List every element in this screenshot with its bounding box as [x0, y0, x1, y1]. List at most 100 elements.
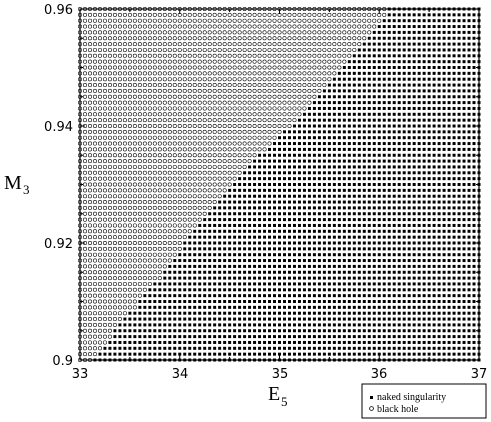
black-hole-point — [367, 18, 372, 23]
naked-singularity-point — [362, 48, 366, 52]
naked-singularity-point — [362, 142, 366, 146]
naked-singularity-point — [307, 124, 311, 128]
black-hole-point — [107, 30, 112, 35]
naked-singularity-point — [253, 171, 257, 175]
black-hole-point — [172, 223, 177, 228]
black-hole-point — [142, 59, 147, 64]
black-hole-point — [207, 124, 212, 129]
black-hole-point — [102, 182, 107, 187]
black-hole-point — [147, 205, 152, 210]
naked-singularity-point — [193, 294, 197, 298]
black-hole-point — [147, 153, 152, 158]
naked-singularity-point — [377, 89, 381, 93]
black-hole-point — [137, 153, 142, 158]
naked-singularity-point — [387, 95, 391, 99]
naked-singularity-point — [258, 335, 262, 339]
black-hole-point — [177, 106, 182, 111]
black-hole-point — [197, 100, 202, 105]
naked-singularity-point — [183, 346, 187, 350]
black-hole-point — [142, 200, 147, 205]
naked-singularity-point — [292, 305, 296, 309]
black-hole-point — [87, 71, 92, 76]
naked-singularity-point — [417, 36, 421, 40]
black-hole-point — [182, 30, 187, 35]
naked-singularity-point — [218, 300, 222, 303]
black-hole-point — [97, 88, 102, 93]
black-hole-point — [152, 188, 157, 193]
black-hole-point — [87, 235, 92, 240]
naked-singularity-point — [442, 89, 446, 93]
black-hole-point — [127, 287, 132, 292]
naked-singularity-point — [447, 95, 451, 99]
black-hole-point — [142, 100, 147, 105]
naked-singularity-point — [367, 153, 371, 157]
naked-singularity-point — [292, 329, 296, 333]
black-hole-point — [192, 194, 197, 199]
naked-singularity-point — [203, 288, 207, 292]
naked-singularity-point — [382, 147, 386, 151]
naked-singularity-point — [208, 294, 212, 298]
naked-singularity-point — [327, 177, 331, 181]
naked-singularity-point — [322, 294, 326, 298]
naked-singularity-point — [352, 317, 356, 321]
naked-singularity-point — [163, 317, 167, 321]
black-hole-point — [242, 42, 247, 47]
black-hole-point — [242, 24, 247, 29]
black-hole-point — [182, 141, 187, 146]
naked-singularity-point — [337, 218, 341, 222]
naked-singularity-point — [158, 329, 162, 333]
naked-singularity-point — [392, 305, 396, 309]
naked-singularity-point — [462, 335, 466, 339]
naked-singularity-point — [422, 206, 426, 210]
naked-singularity-point — [228, 259, 232, 263]
black-hole-point — [97, 135, 102, 140]
naked-singularity-point — [337, 112, 341, 116]
naked-singularity-point — [452, 282, 456, 286]
black-hole-point — [152, 200, 157, 205]
naked-singularity-point — [253, 311, 257, 315]
black-hole-point — [142, 235, 147, 240]
black-hole-point — [222, 42, 227, 47]
naked-singularity-point — [442, 124, 446, 128]
naked-singularity-point — [203, 294, 207, 298]
naked-singularity-point — [253, 276, 257, 280]
black-hole-point — [157, 147, 162, 152]
naked-singularity-point — [183, 253, 187, 257]
black-hole-point — [132, 182, 137, 187]
black-hole-point — [287, 24, 292, 29]
black-hole-point — [157, 106, 162, 111]
naked-singularity-point — [218, 311, 222, 315]
naked-singularity-point — [223, 294, 227, 298]
naked-singularity-point — [143, 340, 147, 344]
naked-singularity-point — [342, 247, 346, 251]
naked-singularity-point — [462, 171, 466, 175]
naked-singularity-point — [317, 323, 321, 327]
naked-singularity-point — [422, 270, 426, 274]
black-hole-point — [122, 12, 127, 17]
black-hole-point — [257, 106, 262, 111]
naked-singularity-point — [392, 177, 396, 181]
naked-singularity-point — [392, 101, 396, 105]
black-hole-point — [257, 18, 262, 23]
naked-singularity-point — [332, 259, 336, 263]
naked-singularity-point — [472, 54, 476, 58]
naked-singularity-point — [377, 165, 381, 169]
black-hole-point — [97, 47, 102, 52]
black-hole-point — [122, 124, 127, 129]
naked-singularity-point — [332, 352, 336, 356]
naked-singularity-point — [437, 282, 441, 286]
naked-singularity-point — [412, 106, 416, 110]
naked-singularity-point — [422, 13, 426, 17]
naked-singularity-point — [387, 89, 391, 93]
black-hole-point — [307, 71, 312, 76]
black-hole-point — [207, 47, 212, 52]
black-hole-point — [262, 129, 267, 134]
naked-singularity-point — [193, 288, 197, 292]
naked-singularity-point — [407, 247, 411, 251]
black-hole-point — [277, 24, 282, 29]
black-hole-point — [237, 53, 242, 58]
naked-singularity-point — [447, 264, 451, 268]
naked-singularity-point — [382, 165, 386, 169]
naked-singularity-point — [392, 19, 396, 23]
black-hole-point — [242, 12, 247, 17]
